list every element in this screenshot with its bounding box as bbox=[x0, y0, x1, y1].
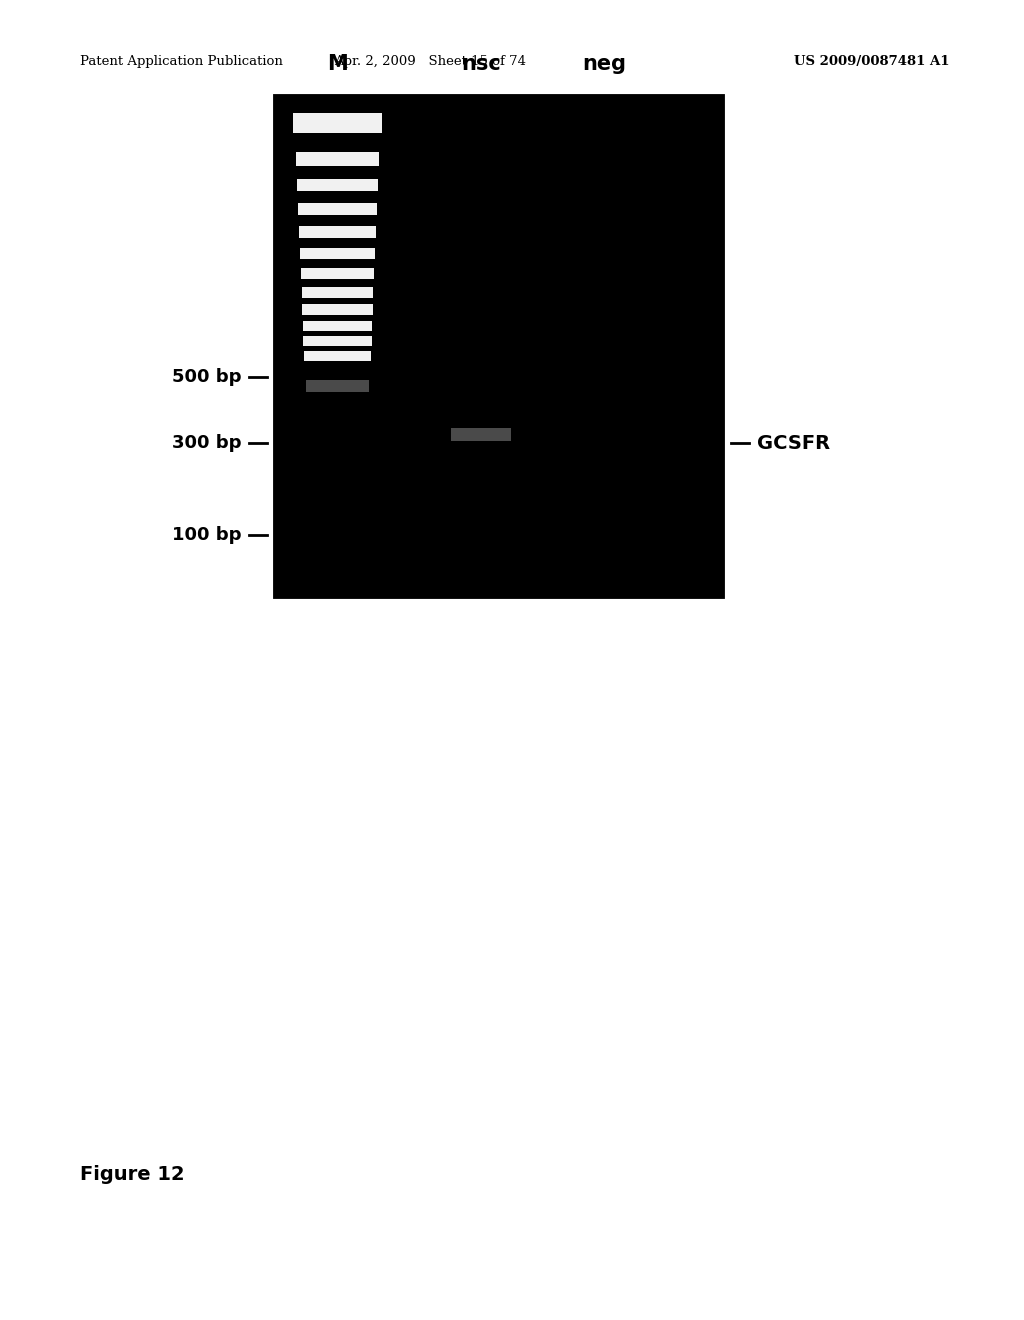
Text: nsc: nsc bbox=[461, 54, 501, 74]
Bar bbox=[303, 337, 372, 346]
Bar bbox=[303, 321, 372, 331]
Text: Patent Application Publication: Patent Application Publication bbox=[80, 55, 283, 69]
Text: Figure 12: Figure 12 bbox=[80, 1166, 184, 1184]
Bar bbox=[306, 380, 369, 392]
Bar bbox=[452, 428, 511, 441]
Text: 500 bp: 500 bp bbox=[172, 368, 242, 385]
Text: Apr. 2, 2009   Sheet 15 of 74: Apr. 2, 2009 Sheet 15 of 74 bbox=[334, 55, 526, 69]
Bar bbox=[298, 203, 377, 215]
Text: 100 bp: 100 bp bbox=[172, 525, 242, 544]
Bar bbox=[304, 351, 371, 360]
Bar bbox=[302, 286, 373, 298]
Text: neg: neg bbox=[582, 54, 626, 74]
Text: 300 bp: 300 bp bbox=[172, 434, 242, 451]
Text: M: M bbox=[327, 54, 348, 74]
Bar bbox=[299, 226, 376, 238]
Bar bbox=[271, 92, 727, 601]
Bar bbox=[301, 268, 374, 279]
Bar bbox=[293, 112, 382, 133]
Bar bbox=[296, 152, 379, 166]
Text: US 2009/0087481 A1: US 2009/0087481 A1 bbox=[795, 55, 950, 69]
Bar bbox=[297, 178, 378, 191]
Text: GCSFR: GCSFR bbox=[757, 433, 830, 453]
Bar bbox=[302, 305, 373, 315]
Bar bbox=[300, 248, 375, 259]
